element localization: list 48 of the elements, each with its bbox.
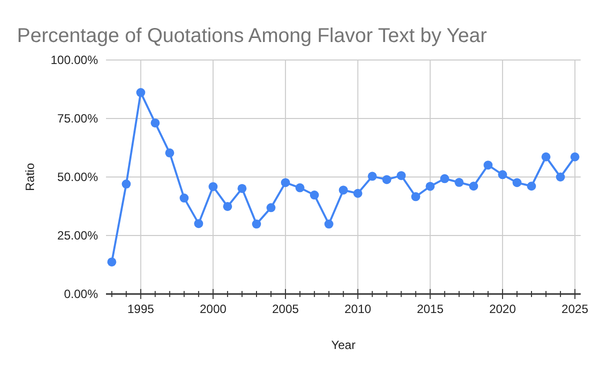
point [136,88,146,98]
y-tick-label: 50.00% [57,170,98,184]
point [252,220,262,229]
point [469,182,478,191]
point [150,118,160,128]
point [107,257,116,266]
chart-title: Percentage of Quotations Among Flavor Text by Year [17,25,488,47]
point [440,174,450,184]
point [165,148,174,158]
x-axis-title: Year [331,338,356,352]
point [194,219,204,228]
point [498,170,508,180]
y-axis-title: Ratio [23,162,37,192]
y-tick-label: 100.00% [50,53,98,68]
x-tick-label: 2005 [272,302,300,316]
point [266,203,276,212]
x-tick-label: 1995 [127,302,154,316]
x-tick-label: 2025 [562,302,589,316]
point [295,183,304,192]
y-tick-label: 0.00% [64,287,98,302]
x-tick-label: 2010 [344,302,372,316]
point [208,182,218,192]
y-tick-label: 75.00% [57,112,98,126]
point [541,152,550,162]
point [238,184,247,193]
point [556,172,565,182]
point [570,152,580,162]
point [484,160,493,170]
point [180,194,189,203]
point [223,202,232,211]
point [353,188,362,198]
point [526,182,536,191]
point [368,172,377,181]
point [426,182,435,191]
point [411,192,420,202]
point [338,186,348,195]
point [310,190,319,200]
point [396,171,406,180]
x-tick-label: 2020 [489,302,516,316]
point [122,180,131,189]
y-tick-label: 25.00% [57,228,98,243]
x-tick-label: 2015 [416,302,444,316]
point [324,220,334,229]
point [382,175,392,184]
point [512,178,522,188]
x-tick-label: 2000 [200,302,227,316]
point [280,178,290,188]
point [454,178,464,187]
